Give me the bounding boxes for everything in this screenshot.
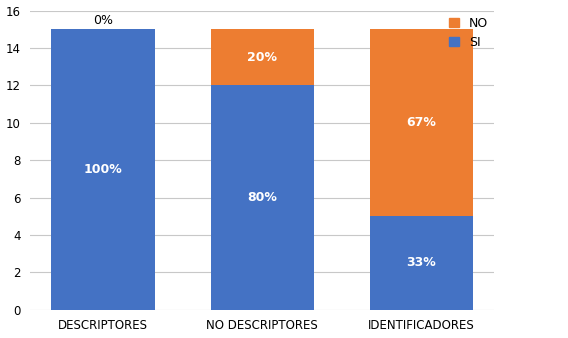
- Text: 100%: 100%: [83, 163, 123, 176]
- Text: 80%: 80%: [247, 191, 277, 204]
- Bar: [370, 29, 473, 216]
- Text: 33%: 33%: [407, 257, 436, 269]
- Text: 67%: 67%: [407, 116, 436, 129]
- Legend: NO, SI: NO, SI: [449, 17, 488, 49]
- Text: 20%: 20%: [247, 51, 277, 64]
- Bar: [51, 29, 155, 310]
- Bar: [211, 29, 314, 86]
- Bar: [211, 86, 314, 310]
- Text: 0%: 0%: [93, 15, 113, 27]
- Bar: [370, 216, 473, 310]
